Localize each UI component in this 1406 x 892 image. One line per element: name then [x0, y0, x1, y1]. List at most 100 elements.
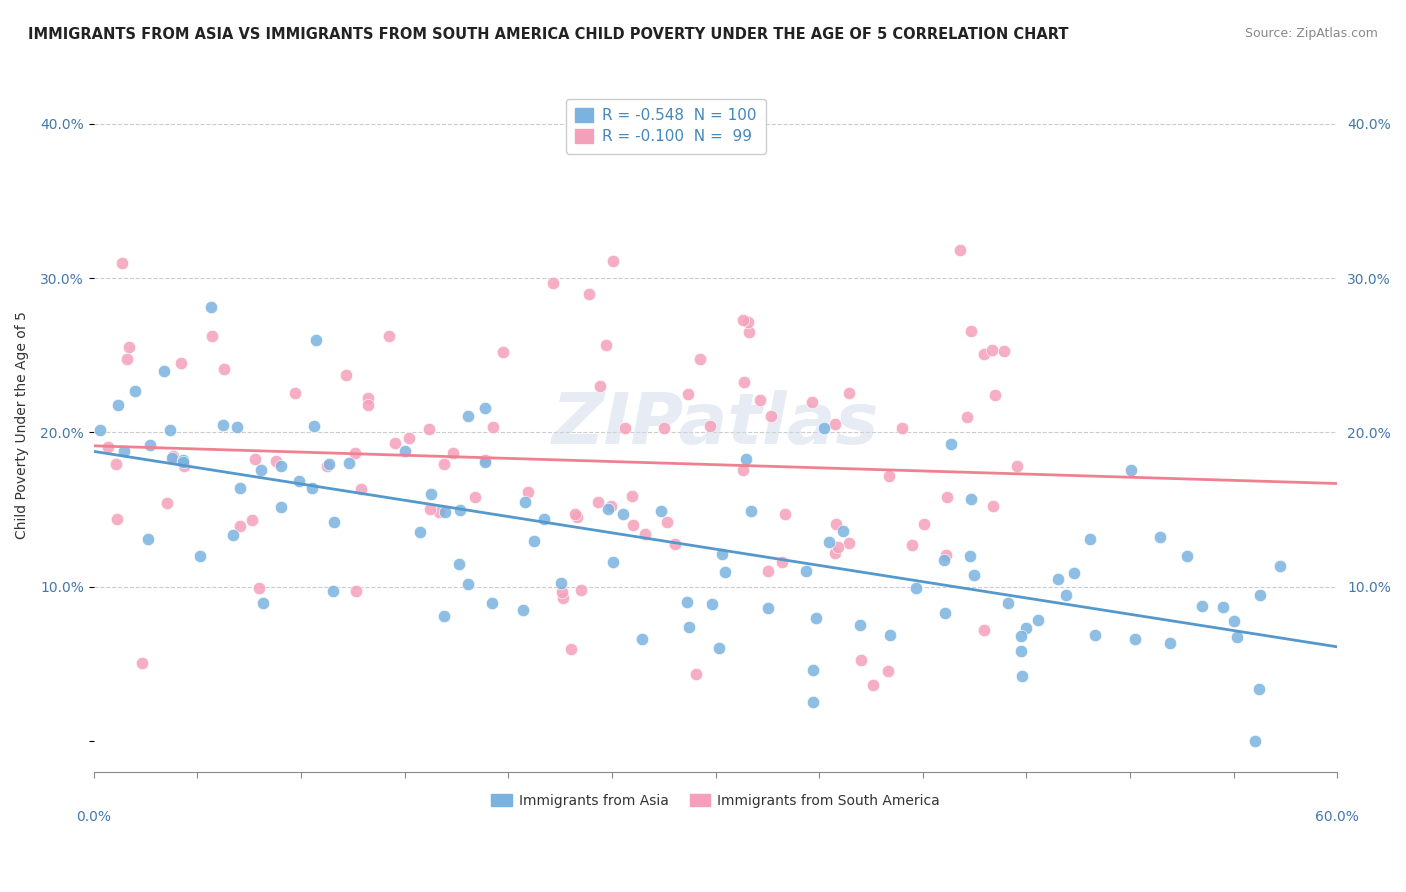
Point [711, 547, 734, 561]
Point [433, 457, 456, 471]
Point [107, 398, 129, 412]
Point [806, 611, 828, 625]
Point [541, 276, 564, 290]
Point [550, 584, 572, 599]
Text: IMMIGRANTS FROM ASIA VS IMMIGRANTS FROM SOUTH AMERICA CHILD POVERTY UNDER THE AG: IMMIGRANTS FROM ASIA VS IMMIGRANTS FROM … [28, 27, 1069, 42]
Point [105, 457, 128, 471]
Point [731, 313, 754, 327]
Point [984, 388, 1007, 402]
Point [849, 653, 872, 667]
Point [602, 254, 624, 268]
Point [420, 487, 443, 501]
Y-axis label: Child Poverty Under the Age of 5: Child Poverty Under the Age of 5 [15, 310, 30, 539]
Point [492, 345, 515, 359]
Point [1191, 599, 1213, 614]
Point [689, 352, 711, 367]
Point [322, 515, 344, 529]
Point [1123, 632, 1146, 647]
Point [657, 516, 679, 530]
Point [138, 438, 160, 452]
Point [956, 409, 979, 424]
Point [876, 665, 898, 679]
Point [226, 420, 249, 434]
Point [1149, 530, 1171, 544]
Point [824, 417, 846, 432]
Point [664, 537, 686, 551]
Point [1010, 629, 1032, 643]
Point [612, 507, 634, 521]
Point [172, 452, 194, 467]
Point [1223, 614, 1246, 628]
Point [343, 446, 366, 460]
Point [457, 577, 479, 591]
Point [433, 609, 456, 624]
Point [589, 379, 612, 393]
Point [949, 244, 972, 258]
Point [676, 595, 699, 609]
Point [117, 340, 139, 354]
Point [1083, 628, 1105, 642]
Point [212, 417, 235, 432]
Point [419, 502, 441, 516]
Point [550, 576, 572, 591]
Point [707, 640, 730, 655]
Point [650, 504, 672, 518]
Point [1249, 589, 1271, 603]
Point [228, 518, 250, 533]
Point [384, 436, 406, 450]
Point [156, 495, 179, 509]
Point [973, 346, 995, 360]
Point [112, 443, 135, 458]
Point [318, 457, 340, 471]
Point [170, 356, 193, 370]
Point [634, 527, 657, 541]
Legend: Immigrants from Asia, Immigrants from South America: Immigrants from Asia, Immigrants from So… [485, 789, 946, 814]
Point [1063, 566, 1085, 581]
Point [517, 485, 540, 500]
Point [1078, 532, 1101, 546]
Point [188, 549, 211, 563]
Point [773, 507, 796, 521]
Point [1010, 643, 1032, 657]
Point [152, 364, 174, 378]
Point [316, 458, 339, 473]
Point [136, 532, 159, 546]
Point [356, 398, 378, 412]
Point [770, 555, 793, 569]
Point [481, 596, 503, 610]
Point [201, 329, 224, 343]
Point [105, 512, 128, 526]
Point [287, 474, 309, 488]
Point [1212, 599, 1234, 614]
Point [678, 387, 700, 401]
Point [173, 459, 195, 474]
Point [652, 421, 675, 435]
Point [564, 507, 586, 521]
Point [337, 456, 360, 470]
Point [824, 546, 846, 560]
Point [1005, 459, 1028, 474]
Point [335, 368, 357, 382]
Point [862, 678, 884, 692]
Point [474, 453, 496, 467]
Point [89, 423, 111, 437]
Point [735, 451, 758, 466]
Point [111, 255, 134, 269]
Point [578, 287, 600, 301]
Point [838, 536, 860, 550]
Point [124, 384, 146, 398]
Point [394, 444, 416, 458]
Point [980, 343, 1002, 358]
Point [599, 499, 621, 513]
Point [1014, 621, 1036, 635]
Point [1175, 549, 1198, 563]
Point [551, 591, 574, 605]
Point [245, 451, 267, 466]
Point [284, 386, 307, 401]
Point [586, 495, 609, 509]
Point [441, 446, 464, 460]
Point [1011, 668, 1033, 682]
Point [935, 548, 957, 562]
Point [1159, 636, 1181, 650]
Text: 0.0%: 0.0% [76, 810, 111, 824]
